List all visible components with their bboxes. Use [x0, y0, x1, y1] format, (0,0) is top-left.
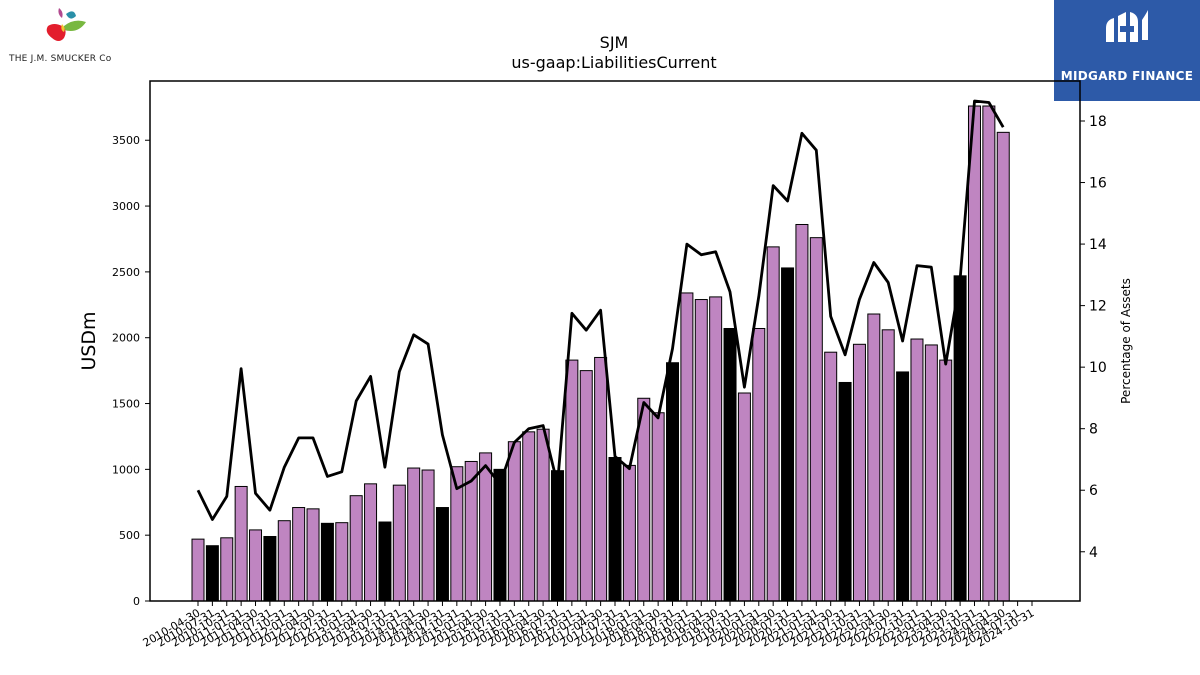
- bar: [292, 507, 306, 602]
- chart-subtitle: us-gaap:LiabilitiesCurrent: [511, 53, 716, 72]
- bar: [392, 484, 406, 602]
- bar: [838, 381, 852, 602]
- percentage-line: [196, 99, 1005, 521]
- brand-badge: MIDGARD FINANCE: [1054, 0, 1200, 101]
- bar: [924, 344, 938, 602]
- y-tick-label: 1000: [112, 463, 140, 476]
- bar: [680, 292, 694, 602]
- y-tick-label: 3000: [112, 200, 140, 213]
- x-axis-ticks: 2010-04-302010-07-312010-10-312011-01-31…: [141, 601, 1037, 650]
- bar: [737, 392, 751, 602]
- bar: [852, 343, 866, 602]
- bar: [320, 522, 334, 602]
- y2-tick-label: 12: [1089, 299, 1107, 315]
- bar: [651, 412, 665, 602]
- y-tick-label: 1500: [112, 398, 140, 411]
- bar: [306, 508, 320, 602]
- y2-tick-label: 8: [1089, 422, 1098, 438]
- bar: [277, 520, 291, 602]
- bar: [249, 529, 263, 602]
- midgard-logo-icon: [1106, 10, 1148, 42]
- bar: [435, 507, 449, 602]
- bar: [939, 359, 953, 602]
- company-logo: THE J.M. SMUCKER Co: [4, 4, 124, 64]
- bar: [522, 431, 536, 602]
- bar: [996, 131, 1010, 602]
- y2-tick-label: 4: [1089, 545, 1098, 561]
- y-axis-ticks: 0 500 1000 1500 2000 2500 3000 3500: [112, 134, 150, 608]
- bar: [479, 452, 493, 602]
- y-tick-label: 0: [133, 595, 140, 608]
- bar: [896, 371, 910, 602]
- y-tick-label: 3500: [112, 134, 140, 147]
- bar: [766, 246, 780, 602]
- bar: [263, 535, 277, 602]
- bar: [795, 223, 809, 602]
- chart-title: SJM: [600, 33, 629, 52]
- y-tick-label: 500: [119, 529, 140, 542]
- y2-tick-label: 14: [1089, 237, 1107, 253]
- bar: [608, 457, 622, 602]
- bar: [565, 359, 579, 602]
- bar: [709, 296, 723, 602]
- y-tick-label: 2500: [112, 266, 140, 279]
- bar: [867, 313, 881, 602]
- bar: [723, 327, 737, 602]
- bar: [536, 428, 550, 602]
- bar: [594, 356, 608, 602]
- y-tick-label: 2000: [112, 332, 140, 345]
- bar: [507, 441, 521, 602]
- bar: [205, 545, 219, 602]
- bar: [953, 275, 967, 602]
- bar: [378, 521, 392, 602]
- bar: [752, 327, 766, 602]
- company-name: THE J.M. SMUCKER Co: [9, 54, 112, 64]
- bar: [824, 351, 838, 602]
- bar: [694, 299, 708, 602]
- bar: [881, 329, 895, 602]
- y2-axis-label: Percentage of Assets: [1119, 278, 1133, 404]
- y2-tick-label: 10: [1089, 360, 1107, 376]
- bar: [234, 485, 248, 602]
- y2-tick-label: 6: [1089, 483, 1098, 499]
- bar: [910, 338, 924, 602]
- bar: [967, 105, 981, 602]
- bar: [191, 538, 205, 602]
- bar: [622, 464, 636, 602]
- y2-axis-ticks: 4 6 8 10 12 14 16 18: [1080, 114, 1107, 561]
- bar: [637, 397, 651, 602]
- bar: [781, 267, 795, 602]
- y-axis-label: USDm: [78, 311, 100, 370]
- bar: [349, 495, 363, 602]
- bar: [364, 483, 378, 602]
- brand-name: MIDGARD FINANCE: [1060, 69, 1194, 83]
- y2-tick-label: 16: [1089, 176, 1107, 192]
- bar: [982, 105, 996, 602]
- y2-tick-label: 18: [1089, 114, 1107, 130]
- bar: [809, 237, 823, 602]
- bar: [550, 470, 564, 602]
- bar: [493, 468, 507, 602]
- bar: [407, 467, 421, 602]
- bar: [666, 362, 680, 602]
- fruit-logo-icon: [46, 8, 86, 41]
- bar: [421, 469, 435, 602]
- bar: [220, 537, 234, 602]
- bar-series: [191, 105, 1010, 602]
- bar: [335, 522, 349, 602]
- bar: [579, 370, 593, 602]
- line-series: [196, 99, 1005, 521]
